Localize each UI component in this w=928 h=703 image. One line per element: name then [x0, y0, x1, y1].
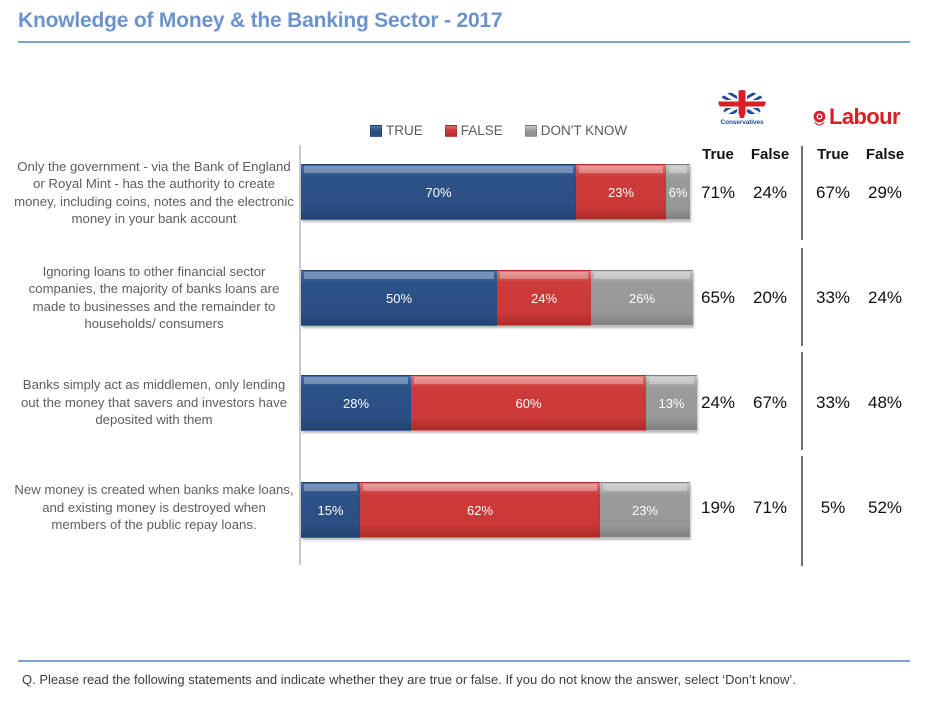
bar-value-dont-know: 23% — [631, 502, 659, 518]
legend-item-true[interactable]: TRUE — [370, 123, 423, 138]
bar-segment-dont-know[interactable]: 23% — [600, 482, 690, 538]
bar-value-true: 50% — [385, 290, 413, 306]
bar-segment-true[interactable]: 50% — [301, 270, 497, 326]
bar-value-dont-know: 6% — [668, 184, 688, 200]
bar-value-dont-know: 13% — [658, 395, 685, 411]
footer-question-note: Q. Please read the following statements … — [22, 672, 796, 687]
con-true-value: 19% — [700, 497, 736, 517]
bar-segment-dont-know[interactable]: 13% — [646, 375, 697, 431]
bar-value-false: 24% — [530, 290, 558, 306]
lab-true-value: 33% — [815, 392, 851, 412]
chart-row: Banks simply act as middlemen, only lend… — [0, 350, 928, 455]
bar-value-true: 28% — [342, 395, 370, 411]
lab-false-value: 52% — [867, 497, 903, 517]
lab-false-value: 24% — [867, 287, 903, 307]
chart-category-axis — [299, 145, 301, 565]
legend-swatch-true-icon — [370, 124, 382, 137]
party-column-divider-4 — [801, 456, 803, 566]
bar-value-dont-know: 26% — [628, 290, 656, 306]
lab-true-value: 33% — [815, 287, 851, 307]
con-true-value: 24% — [700, 392, 736, 412]
legend-item-dont-know[interactable]: DON'T KNOW — [524, 123, 628, 138]
party-column-divider-1 — [801, 146, 803, 240]
con-false-value: 20% — [752, 287, 788, 307]
lab-true-value: 67% — [815, 182, 851, 202]
bar-value-true: 70% — [425, 184, 452, 200]
bar-segment-true[interactable]: 28% — [301, 375, 411, 431]
bar-value-false: 60% — [515, 395, 542, 411]
con-false-value: 71% — [752, 497, 788, 517]
party-column-divider-2 — [801, 248, 803, 346]
row-statement: Only the government - via the Bank of En… — [14, 158, 294, 227]
row-statement: New money is created when banks make loa… — [14, 482, 294, 533]
bar-segment-dont-know[interactable]: 26% — [591, 270, 693, 326]
party-column-divider-3 — [801, 352, 803, 450]
conservative-tree-union-jack-icon — [718, 90, 766, 118]
conservative-party-logo: Conservatives — [706, 89, 778, 135]
footer-divider — [18, 660, 910, 662]
lab-false-value: 48% — [867, 392, 903, 412]
column-header-lab-false: False — [865, 146, 905, 163]
page-title: Knowledge of Money & the Banking Sector … — [18, 9, 503, 32]
chart-row: Only the government - via the Bank of En… — [0, 140, 928, 245]
row-statement: Ignoring loans to other financial sector… — [28, 263, 280, 332]
con-false-value: 67% — [752, 392, 788, 412]
con-true-value: 65% — [700, 287, 736, 307]
legend-swatch-dont-know-icon — [524, 124, 537, 137]
labour-party-logo: Labour — [811, 104, 901, 130]
lab-true-value: 5% — [820, 497, 846, 517]
stacked-bar: 50% 24% 26% — [301, 270, 693, 326]
labour-logo-text: Labour — [829, 104, 901, 129]
stacked-bar: 15% 62% 23% — [301, 482, 690, 538]
chart-legend: TRUE FALSE DON'T KNOW — [370, 123, 627, 138]
bar-segment-dont-know[interactable]: 6% — [666, 164, 690, 220]
bar-value-false: 62% — [466, 502, 494, 518]
legend-label-false: FALSE — [460, 123, 503, 138]
labour-rose-icon — [811, 108, 828, 126]
bar-segment-true[interactable]: 15% — [301, 482, 360, 538]
con-false-value: 24% — [752, 182, 788, 202]
column-header-lab-true: True — [817, 146, 849, 163]
bar-segment-true[interactable]: 70% — [301, 164, 576, 220]
con-true-value: 71% — [700, 182, 736, 202]
legend-swatch-false-icon — [444, 124, 457, 137]
legend-label-dont-know: DON'T KNOW — [540, 123, 628, 138]
legend-label-true: TRUE — [386, 123, 423, 138]
conservative-logo-text: Conservatives — [720, 119, 764, 126]
stacked-bar: 28% 60% 13% — [301, 375, 697, 431]
bar-segment-false[interactable]: 24% — [497, 270, 591, 326]
bar-segment-false[interactable]: 60% — [411, 375, 646, 431]
chart-row: Ignoring loans to other financial sector… — [0, 245, 928, 350]
bar-segment-false[interactable]: 23% — [576, 164, 666, 220]
row-statement: Banks simply act as middlemen, only lend… — [20, 377, 288, 428]
column-header-con-true: True — [702, 146, 734, 163]
title-divider — [18, 41, 910, 43]
stacked-bar: 70% 23% 6% — [301, 164, 690, 220]
bar-value-true: 15% — [317, 502, 344, 518]
bar-segment-false[interactable]: 62% — [360, 482, 600, 538]
lab-false-value: 29% — [867, 182, 903, 202]
bar-value-false: 23% — [607, 184, 635, 200]
column-header-con-false: False — [750, 146, 790, 163]
chart-row: New money is created when banks make loa… — [0, 455, 928, 560]
legend-item-false[interactable]: FALSE — [444, 123, 503, 138]
